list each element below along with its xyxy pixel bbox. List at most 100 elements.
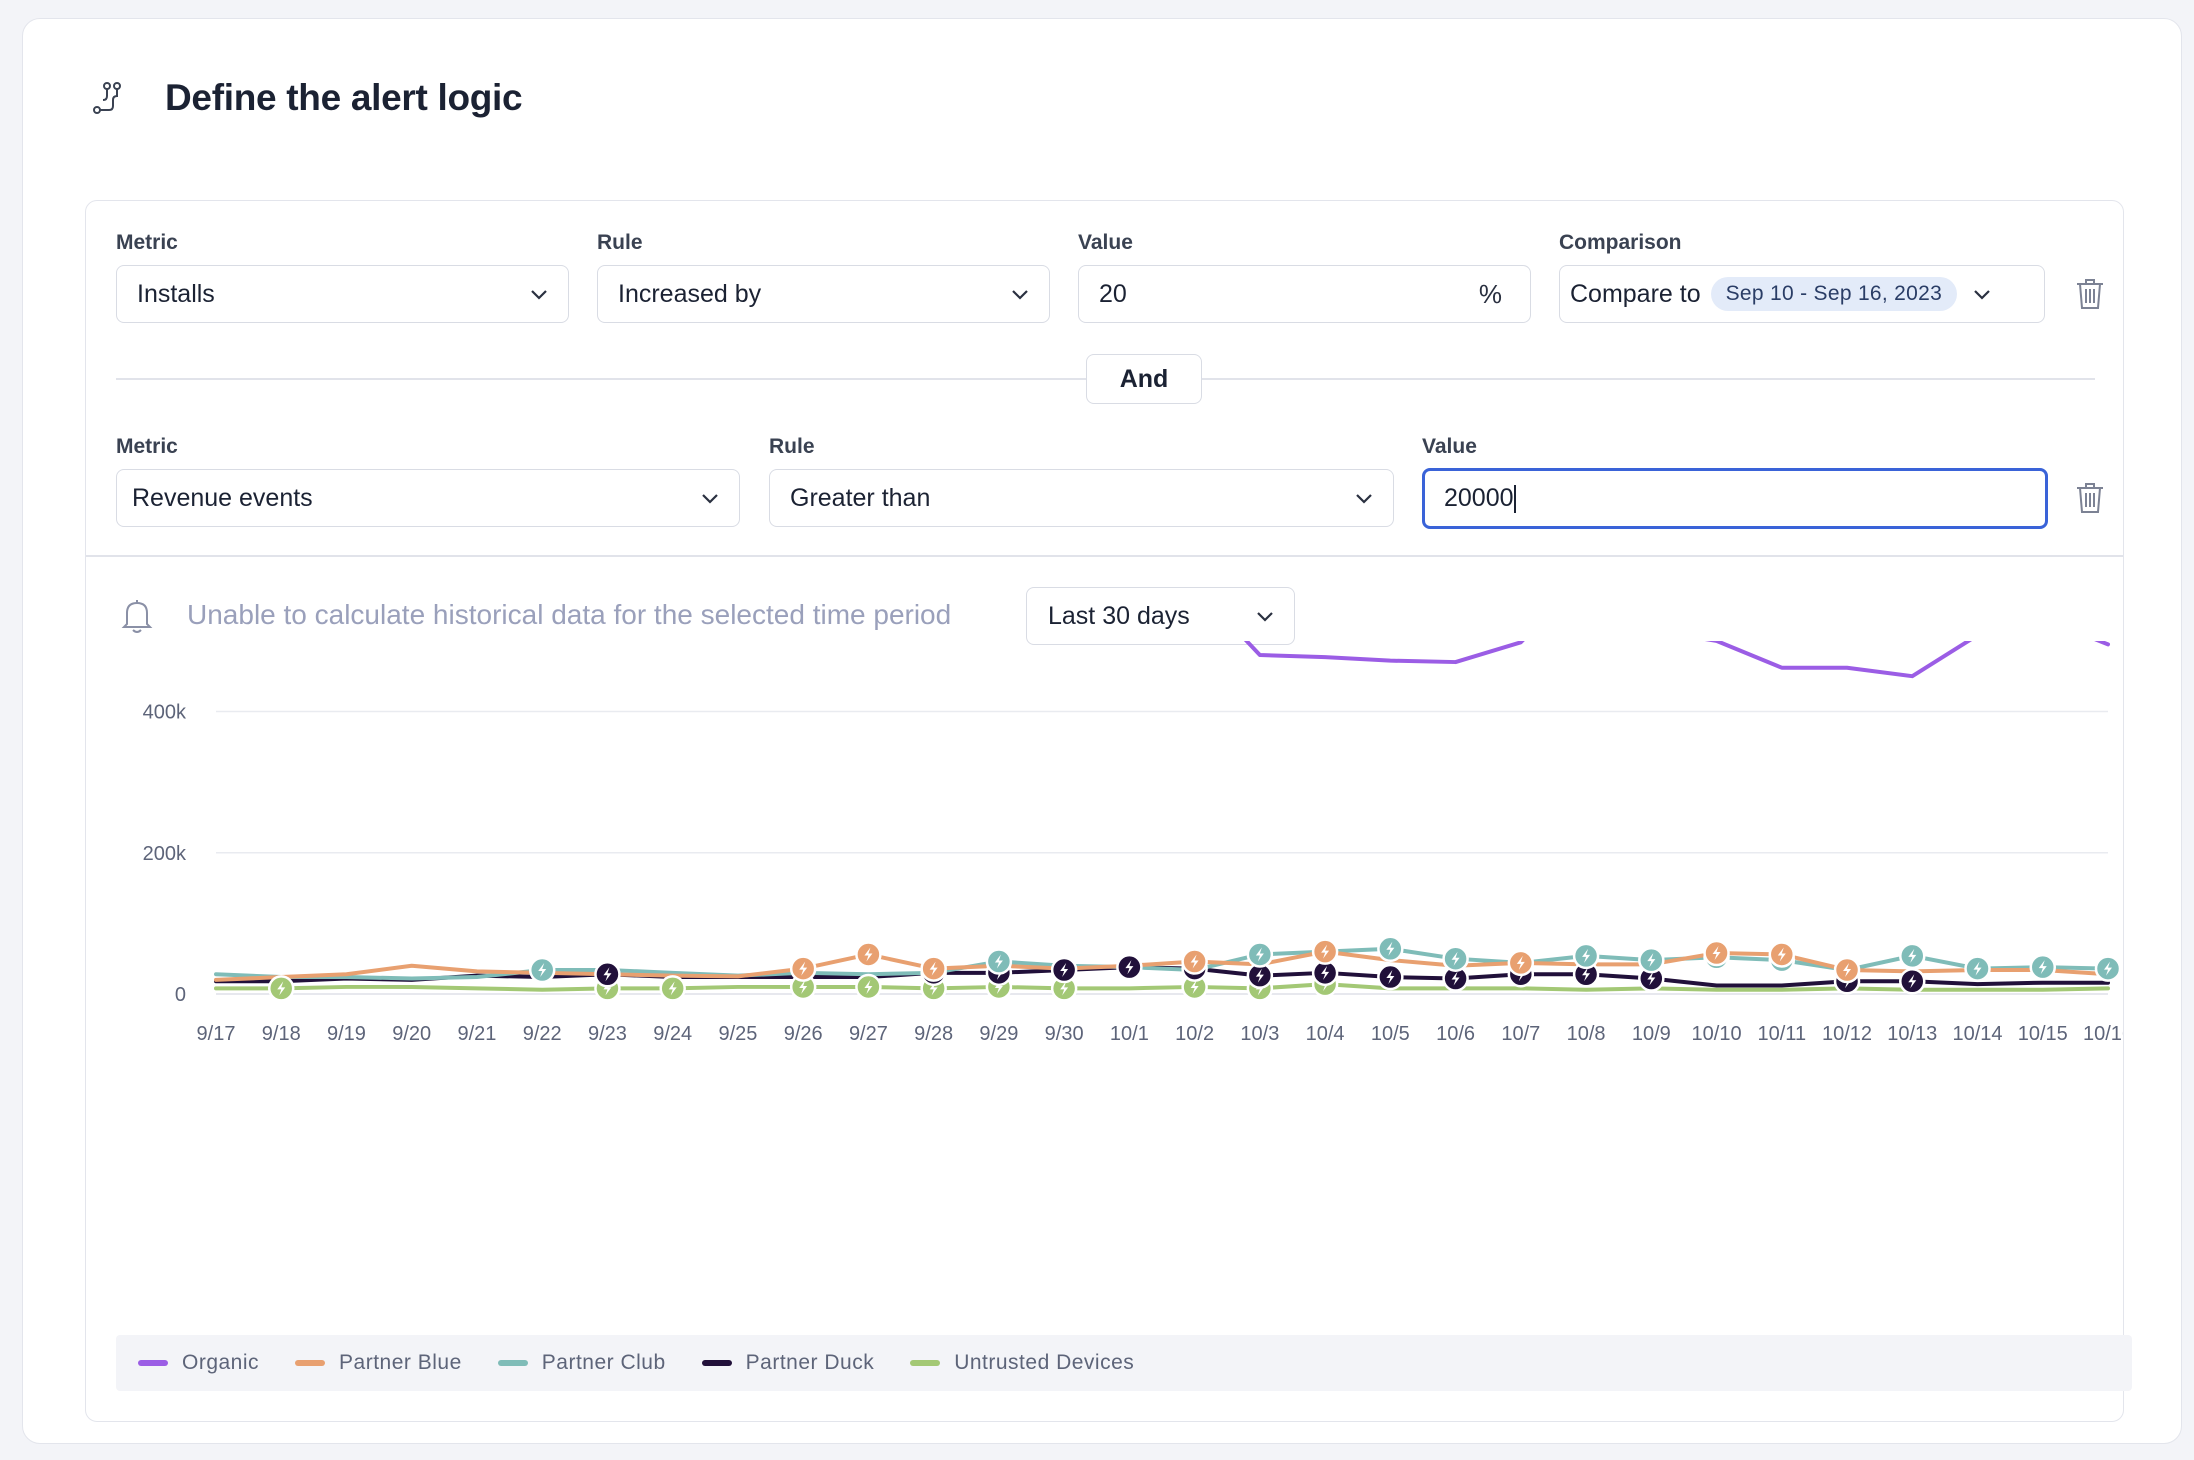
y-tick-label: 0 [175,984,186,1006]
metric-label-2: Metric [116,435,178,458]
lightning-icon [1647,953,1656,968]
legend-swatch [701,1360,732,1366]
lightning-icon [1647,971,1656,986]
lightning-icon [864,979,873,994]
lightning-icon [668,981,677,996]
trash-icon[interactable] [2075,481,2105,515]
lightning-icon [1321,965,1330,980]
y-tick-label: 200k [143,843,187,865]
metric-select-2[interactable]: Revenue events [116,469,740,527]
comparison-prefix: Compare to [1570,279,1701,308]
metric-select-value: Installs [137,279,215,308]
series-line [1243,641,2110,679]
chevron-down-icon [1257,612,1273,622]
value-input[interactable]: 20 % [1078,265,1531,323]
legend-item[interactable]: Organic [138,1351,259,1375]
x-tick-label: 10/3 [1240,1023,1279,1045]
history-message: Unable to calculate historical data for … [187,599,952,630]
trash-icon[interactable] [2075,277,2105,311]
rule-label-2: Rule [769,435,815,458]
divider-left [116,378,1086,380]
legend-item[interactable]: Partner Club [497,1351,666,1375]
lightning-icon [1777,947,1786,962]
chevron-down-icon [1356,494,1372,504]
value-input-2-text: 20000 [1444,483,1514,512]
legend-item[interactable]: Untrusted Devices [910,1351,1134,1375]
lightning-icon [929,961,938,976]
lightning-icon [1060,981,1069,996]
x-tick-label: 10/10 [1692,1023,1742,1045]
chevron-down-icon [1012,290,1028,300]
metric-select[interactable]: Installs [116,265,569,323]
x-tick-label: 9/25 [718,1023,757,1045]
period-select-value: Last 30 days [1048,601,1190,630]
section-divider [86,555,2123,557]
value-label: Value [1078,231,1133,254]
and-button[interactable]: And [1086,354,1202,404]
lightning-icon [1516,955,1525,970]
rule-select-2[interactable]: Greater than [769,469,1394,527]
x-tick-label: 10/15 [2018,1023,2068,1045]
rule-label: Rule [597,231,643,254]
x-tick-label: 9/24 [653,1023,692,1045]
comparison-select[interactable]: Compare to Sep 10 - Sep 16, 2023 [1559,265,2045,323]
lightning-icon [799,979,808,994]
x-tick-label: 9/23 [588,1023,627,1045]
legend-swatch [497,1360,528,1366]
legend-label: Untrusted Devices [954,1351,1135,1374]
lightning-icon [1712,946,1721,961]
x-tick-label: 9/28 [914,1023,953,1045]
lightning-icon [1190,979,1199,994]
lightning-icon [603,981,612,996]
x-tick-label: 9/27 [849,1023,888,1045]
lightning-icon [603,967,612,982]
legend-swatch [295,1360,326,1366]
divider-right [1202,378,2095,380]
percent-unit: % [1478,278,1502,309]
x-tick-label: 10/12 [1822,1023,1872,1045]
installs-chart: 0200k400k600k800k9/179/189/199/209/219/2… [143,641,2123,1045]
legend-item[interactable]: Partner Blue [295,1351,462,1375]
page-title: Define the alert logic [165,77,523,118]
y-tick-label: 400k [143,702,187,724]
lightning-icon [1451,971,1460,986]
x-tick-label: 9/20 [392,1023,431,1045]
x-tick-label: 10/16 [2083,1023,2123,1045]
rule-select[interactable]: Increased by [597,265,1050,323]
x-tick-label: 10/5 [1371,1023,1410,1045]
period-select[interactable]: Last 30 days [1026,587,1295,645]
legend-item[interactable]: Partner Duck [701,1351,875,1375]
value-input-2[interactable]: 20000 [1422,468,2048,529]
conditions-panel: Metric Installs Rule Increased by Value … [85,200,2132,1422]
x-tick-label: 9/30 [1045,1023,1084,1045]
lightning-icon [799,961,808,976]
x-tick-label: 10/14 [1952,1023,2002,1045]
lightning-icon [929,981,938,996]
chart-legend: Organic Partner Blue Partner Club Partner D… [116,1335,2132,1391]
legend-swatch [910,1360,941,1366]
lightning-icon [864,947,873,962]
x-tick-label: 9/19 [327,1023,366,1045]
lightning-icon [2038,960,2047,975]
legend-label: Partner Duck [745,1351,875,1374]
x-tick-label: 10/11 [1758,1023,1807,1045]
value-label-2: Value [1422,435,1477,458]
text-cursor [1513,485,1516,514]
lightning-icon [1321,944,1330,959]
x-tick-label: 9/17 [197,1023,236,1045]
x-tick-label: 10/8 [1567,1023,1606,1045]
series-line [214,982,2110,992]
value-input-text: 20 [1099,279,1127,308]
chevron-down-icon [702,494,718,504]
lightning-icon [1843,962,1852,977]
lightning-icon [538,962,547,977]
lightning-icon [1386,941,1395,956]
x-tick-label: 9/18 [262,1023,301,1045]
lightning-icon [1908,974,1917,989]
legend-label: Partner Blue [339,1351,462,1374]
metric-select-2-value: Revenue events [132,483,313,512]
lightning-icon [1973,961,1982,976]
x-tick-label: 9/21 [457,1023,496,1045]
chevron-down-icon [1974,290,1990,300]
lightning-icon [1451,951,1460,966]
